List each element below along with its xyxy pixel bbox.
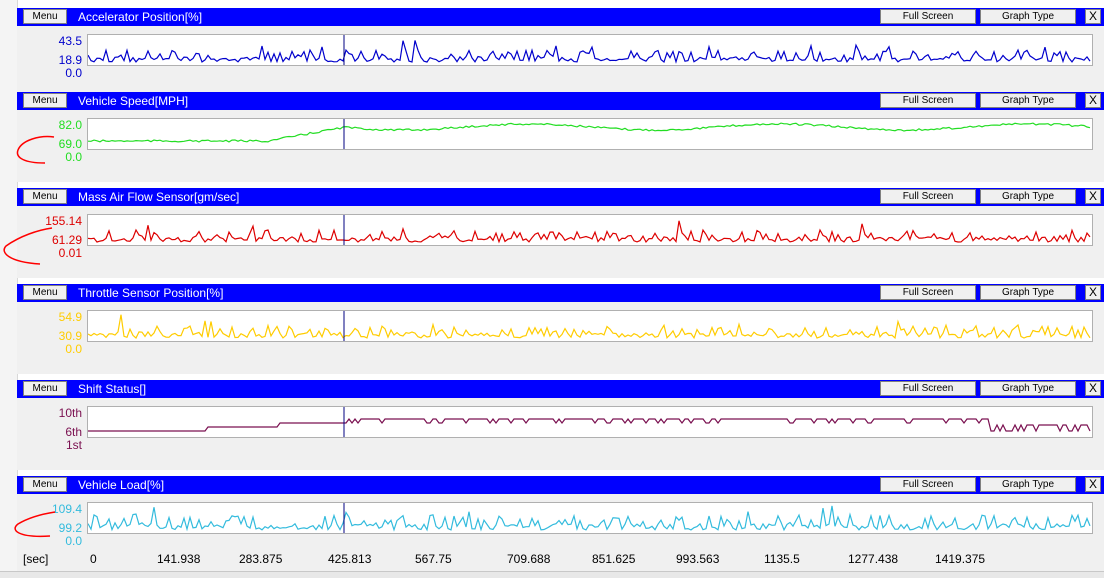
time-axis-tick-label: 1277.438 <box>848 552 899 566</box>
trace-chart <box>88 503 1091 533</box>
graph-type-button[interactable]: Graph Type <box>980 9 1076 24</box>
y-axis-label: 54.9 <box>58 310 82 324</box>
graph-type-button[interactable]: Graph Type <box>980 477 1076 492</box>
y-axis-label: 82.0 <box>58 118 82 132</box>
y-axis-label: 0.0 <box>65 66 82 80</box>
y-axis-label: 30.9 <box>58 329 82 343</box>
signal-trace <box>88 314 1091 340</box>
full-screen-button[interactable]: Full Screen <box>880 381 976 396</box>
plot-area[interactable] <box>87 310 1093 342</box>
trace-chart <box>88 119 1091 149</box>
y-axis-label: 99.2 <box>58 521 82 535</box>
full-screen-button[interactable]: Full Screen <box>880 285 976 300</box>
signal-trace <box>88 40 1091 64</box>
time-axis-tick-label: 851.625 <box>592 552 636 566</box>
time-axis-tick-label: 567.75 <box>415 552 452 566</box>
y-axis-label: 18.9 <box>58 53 82 67</box>
full-screen-button[interactable]: Full Screen <box>880 189 976 204</box>
time-axis-tick-label: 1419.375 <box>935 552 986 566</box>
full-screen-button[interactable]: Full Screen <box>880 93 976 108</box>
panel-title-bar: Menu Mass Air Flow Sensor[gm/sec] Full S… <box>17 188 1104 206</box>
graph-type-button[interactable]: Graph Type <box>980 189 1076 204</box>
time-axis-tick-label: 1135.5 <box>764 552 800 566</box>
panel-title: Mass Air Flow Sensor[gm/sec] <box>78 190 240 204</box>
y-axis-label: 0.0 <box>65 150 82 164</box>
panel-title-bar: Menu Vehicle Speed[MPH] Full Screen Grap… <box>17 92 1104 110</box>
graph-panel: Menu Shift Status[] Full Screen Graph Ty… <box>17 380 1104 470</box>
time-axis-tick-label: 141.938 <box>157 552 201 566</box>
y-axis-label: 0.01 <box>58 246 82 260</box>
full-screen-button[interactable]: Full Screen <box>880 477 976 492</box>
plot-area[interactable] <box>87 502 1093 534</box>
trace-chart <box>88 35 1091 65</box>
plot-area[interactable] <box>87 406 1093 438</box>
graph-panel: Menu Accelerator Position[%] Full Screen… <box>17 8 1104 98</box>
close-panel-button[interactable]: X <box>1085 381 1101 396</box>
panel-title: Vehicle Load[%] <box>78 478 165 492</box>
y-axis-label: 61.29 <box>51 233 82 247</box>
y-axis-label: 1st <box>65 438 82 452</box>
y-axis-label: 43.5 <box>58 34 82 48</box>
graph-type-button[interactable]: Graph Type <box>980 285 1076 300</box>
signal-trace <box>88 505 1091 532</box>
close-panel-button[interactable]: X <box>1085 93 1101 108</box>
y-axis-label: 0.0 <box>65 534 82 548</box>
close-panel-button[interactable]: X <box>1085 285 1101 300</box>
menu-button[interactable]: Menu <box>23 93 67 108</box>
y-axis-label: 6th <box>65 425 82 439</box>
y-axis-label: 0.0 <box>65 342 82 356</box>
plot-area[interactable] <box>87 118 1093 150</box>
panel-title-bar: Menu Throttle Sensor Position[%] Full Sc… <box>17 284 1104 302</box>
horizontal-scroll-strip[interactable] <box>0 571 1104 578</box>
menu-button[interactable]: Menu <box>23 285 67 300</box>
time-axis-tick-label: 709.688 <box>507 552 551 566</box>
graph-type-button[interactable]: Graph Type <box>980 93 1076 108</box>
trace-chart <box>88 407 1091 437</box>
close-panel-button[interactable]: X <box>1085 189 1101 204</box>
time-axis-tick-label: 993.563 <box>676 552 720 566</box>
panel-title: Throttle Sensor Position[%] <box>78 286 224 300</box>
panel-title-bar: Menu Shift Status[] Full Screen Graph Ty… <box>17 380 1104 398</box>
panel-title: Vehicle Speed[MPH] <box>78 94 189 108</box>
graph-panel: Menu Vehicle Speed[MPH] Full Screen Grap… <box>17 92 1104 182</box>
menu-button[interactable]: Menu <box>23 477 67 492</box>
panel-title-bar: Menu Vehicle Load[%] Full Screen Graph T… <box>17 476 1104 494</box>
time-axis-tick-label: 283.875 <box>239 552 283 566</box>
plot-area[interactable] <box>87 34 1093 66</box>
graph-panel: Menu Mass Air Flow Sensor[gm/sec] Full S… <box>17 188 1104 278</box>
signal-trace <box>88 418 1091 433</box>
trace-chart <box>88 311 1091 341</box>
close-panel-button[interactable]: X <box>1085 9 1101 24</box>
menu-button[interactable]: Menu <box>23 381 67 396</box>
menu-button[interactable]: Menu <box>23 9 67 24</box>
left-margin-strip <box>0 0 18 577</box>
time-axis-tick-label: 425.813 <box>328 552 372 566</box>
y-axis-label: 109.4 <box>51 502 82 516</box>
menu-button[interactable]: Menu <box>23 189 67 204</box>
full-screen-button[interactable]: Full Screen <box>880 9 976 24</box>
signal-trace <box>88 122 1091 143</box>
panel-title-bar: Menu Accelerator Position[%] Full Screen… <box>17 8 1104 26</box>
signal-trace <box>88 220 1091 244</box>
panel-title: Shift Status[] <box>78 382 147 396</box>
y-axis-label: 155.14 <box>45 214 82 228</box>
graph-panel: Menu Throttle Sensor Position[%] Full Sc… <box>17 284 1104 374</box>
plot-area[interactable] <box>87 214 1093 246</box>
time-axis-tick-label: 0 <box>90 552 97 566</box>
graph-type-button[interactable]: Graph Type <box>980 381 1076 396</box>
time-axis-unit: [sec] <box>23 552 49 566</box>
trace-chart <box>88 215 1091 245</box>
panel-title: Accelerator Position[%] <box>78 10 203 24</box>
y-axis-label: 10th <box>58 406 82 420</box>
y-axis-label: 69.0 <box>58 137 82 151</box>
close-panel-button[interactable]: X <box>1085 477 1101 492</box>
